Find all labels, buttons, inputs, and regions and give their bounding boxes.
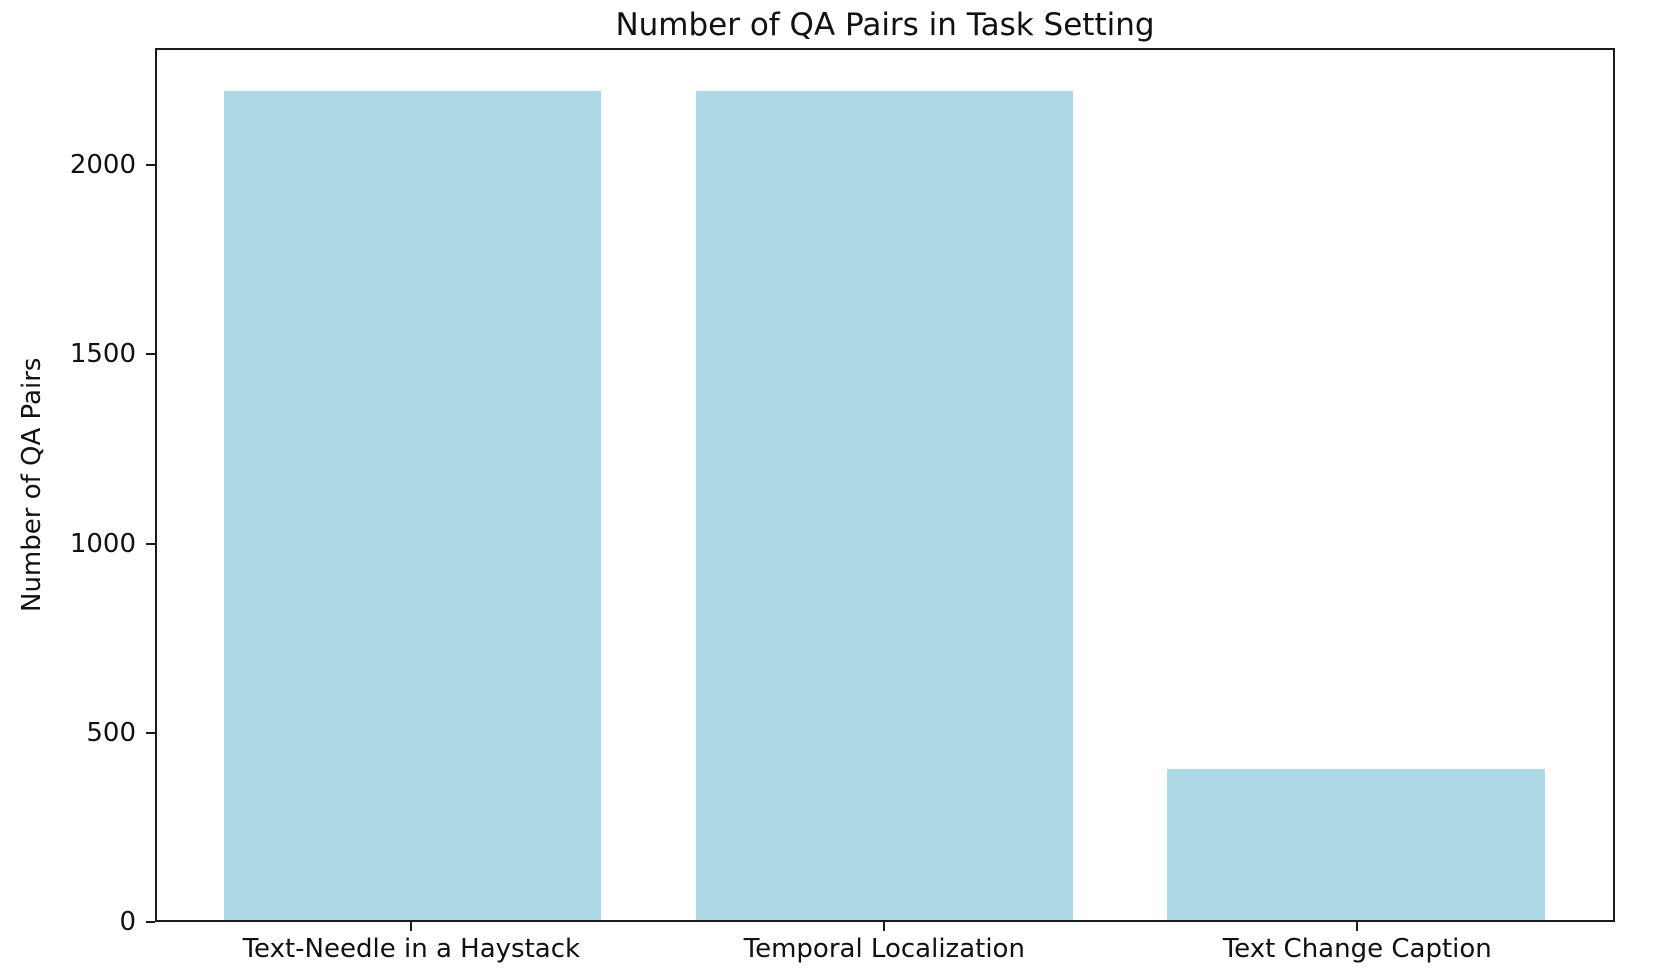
y-tick-mark-3 bbox=[146, 353, 155, 356]
x-tick-mark-1 bbox=[883, 922, 886, 931]
x-tick-mark-0 bbox=[410, 922, 413, 931]
bar-0 bbox=[223, 91, 602, 920]
x-tick-mark-2 bbox=[1356, 922, 1359, 931]
plot-area bbox=[155, 48, 1615, 922]
y-tick-mark-4 bbox=[146, 164, 155, 167]
x-tick-label-0: Text-Needle in a Haystack bbox=[242, 934, 581, 964]
chart-title: Number of QA Pairs in Task Setting bbox=[615, 7, 1155, 43]
bar-2 bbox=[1167, 769, 1545, 920]
y-tick-mark-0 bbox=[146, 921, 155, 923]
y-axis-label: Number of QA Pairs bbox=[17, 357, 47, 613]
bar-1 bbox=[695, 91, 1073, 920]
y-tick-mark-1 bbox=[146, 731, 155, 734]
y-tick-mark-2 bbox=[146, 542, 155, 545]
x-tick-label-2: Text Change Caption bbox=[1222, 934, 1492, 964]
x-tick-label-1: Temporal Localization bbox=[743, 934, 1025, 964]
bars-layer bbox=[157, 50, 1613, 920]
